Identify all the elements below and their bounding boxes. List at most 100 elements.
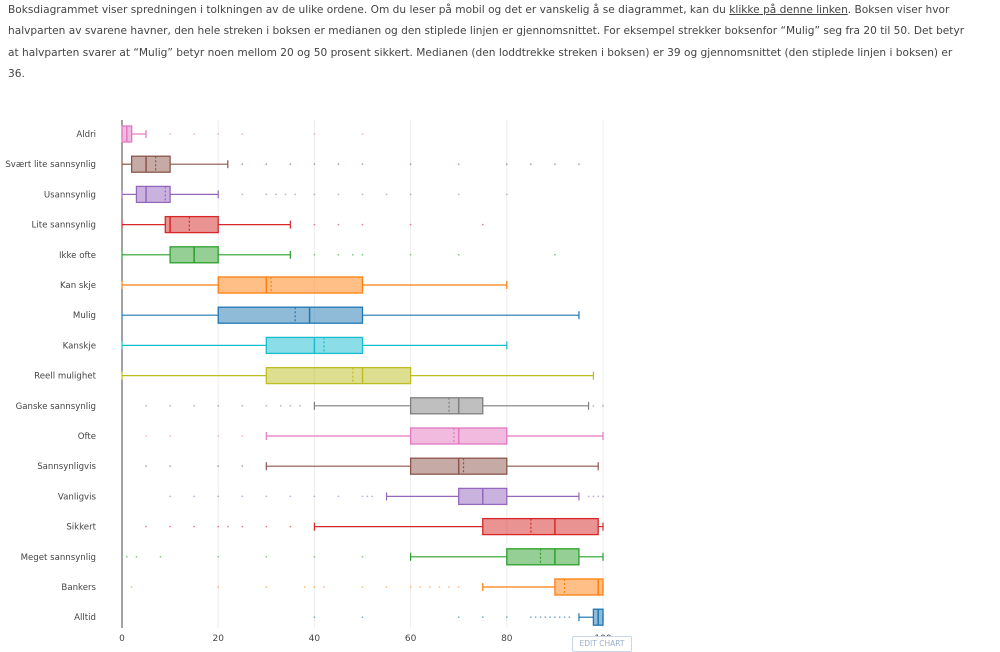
category-label-mulig: Mulig: [73, 311, 96, 321]
outlier-point: [409, 253, 412, 256]
outlier-point: [265, 404, 268, 407]
outlier-point: [409, 163, 412, 166]
outlier-point: [505, 163, 508, 166]
outlier-point: [289, 495, 292, 498]
outlier-point: [299, 404, 301, 407]
outlier-point: [279, 404, 282, 407]
outlier-point: [145, 404, 147, 407]
outlier-point: [602, 495, 604, 498]
category-label-sannsynligvis: Sannsynligvis: [37, 462, 96, 472]
outlier-point: [481, 223, 484, 226]
outlier-point: [169, 435, 172, 437]
outlier-point: [159, 555, 162, 558]
outlier-point: [265, 495, 268, 498]
outlier-point: [529, 163, 532, 166]
mobile-chart-link[interactable]: klikke på denne linken: [729, 4, 848, 16]
x-tick-label: 80: [501, 634, 513, 644]
outlier-point: [313, 555, 316, 558]
outlier-point: [361, 555, 364, 558]
outlier-point: [169, 465, 172, 468]
outlier-point: [361, 495, 364, 498]
category-label-kanskje: Kanskje: [63, 341, 96, 351]
outlier-point: [169, 495, 172, 498]
outlier-point: [568, 616, 571, 619]
box-bankers: [554, 578, 604, 596]
outlier-point: [337, 253, 340, 256]
intro-paragraph: Boksdiagrammet viser spredningen i tolkn…: [8, 0, 968, 85]
outlier-point: [337, 223, 340, 226]
outlier-point: [371, 495, 374, 498]
outlier-point: [448, 586, 450, 588]
x-tick-labels: 020406080100: [119, 634, 612, 644]
outlier-point: [457, 616, 460, 619]
outlier-point: [217, 404, 220, 407]
outlier-point: [361, 133, 364, 135]
x-tick-label: 0: [119, 634, 125, 644]
outlier-point: [337, 193, 340, 196]
outlier-point: [241, 465, 244, 468]
box-sv-rt-lite-sannsynlig: [130, 155, 171, 173]
outlier-point: [303, 586, 306, 588]
outlier-point: [241, 525, 244, 528]
outlier-point: [457, 163, 460, 166]
outlier-point: [265, 586, 268, 588]
outlier-point: [313, 223, 316, 226]
outlier-point: [337, 495, 340, 498]
x-tick-label: 20: [212, 634, 224, 644]
outlier-point: [554, 253, 556, 256]
category-labels: Aldri Svært lite sannsynlig Usannsynlig Lit…: [5, 130, 96, 623]
outlier-point: [554, 163, 556, 166]
category-label-aldri: Aldri: [76, 130, 96, 140]
outlier-point: [313, 616, 316, 619]
outlier-point: [275, 193, 277, 196]
box-meget-sannsynlig: [506, 548, 580, 566]
category-label-lite-sannsynlig: Lite sannsynlig: [32, 221, 96, 231]
outlier-point: [241, 435, 244, 437]
outlier-point: [361, 253, 364, 256]
category-label-meget-sannsynlig: Meget sannsynlig: [21, 553, 96, 563]
box-ganske-sannsynlig: [409, 397, 484, 415]
outlier-point: [217, 525, 220, 528]
outlier-point: [597, 495, 600, 498]
outlier-point: [361, 616, 364, 619]
outlier-point: [241, 193, 244, 196]
outlier-point: [130, 586, 133, 588]
outlier-point: [193, 404, 196, 407]
outlier-point: [313, 253, 316, 256]
outlier-point: [563, 616, 566, 619]
outlier-point: [409, 223, 412, 226]
outlier-point: [241, 495, 244, 498]
outlier-point: [284, 193, 287, 196]
outlier-point: [125, 555, 128, 558]
outlier-point: [193, 525, 196, 528]
category-label-kan-skje: Kan skje: [60, 281, 96, 291]
outlier-point: [549, 616, 551, 619]
box-lite-sannsynlig: [164, 215, 219, 234]
outlier-point: [578, 163, 580, 166]
intro-text-after-link: . Boksen viser hvor halvparten av svaren…: [8, 4, 965, 80]
outlier-point: [135, 555, 138, 558]
category-label-ofte: Ofte: [78, 432, 96, 442]
outlier-point: [169, 133, 172, 135]
category-label-ganske-sannsynlig: Ganske sannsynlig: [16, 402, 96, 412]
outlier-point: [457, 253, 460, 256]
box-usannsynlig: [135, 185, 171, 204]
outlier-point: [313, 495, 316, 498]
outlier-point: [361, 193, 364, 196]
category-label-reell-mulighet: Reell mulighet: [34, 372, 96, 382]
outlier-point: [505, 616, 508, 619]
outlier-point: [323, 586, 325, 588]
category-label-sv-rt-lite-sannsynlig: Svært lite sannsynlig: [5, 160, 96, 170]
outlier-point: [539, 616, 542, 619]
outlier-point: [554, 616, 556, 619]
outlier-point: [505, 193, 508, 196]
category-label-alltid: Alltid: [74, 613, 96, 623]
edit-chart-button[interactable]: EDIT CHART: [572, 636, 632, 652]
outlier-point: [438, 586, 441, 588]
category-label-ikke-ofte: Ikke ofte: [59, 251, 96, 261]
outlier-point: [481, 616, 484, 619]
outlier-point: [602, 404, 604, 407]
outlier-point: [217, 555, 220, 558]
outlier-point: [169, 525, 172, 528]
